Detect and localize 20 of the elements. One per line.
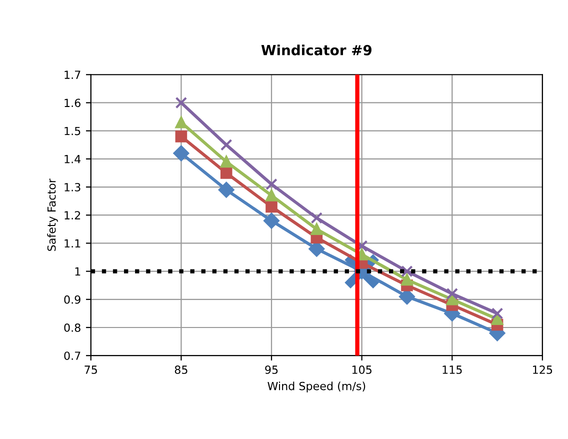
y-tick-label: 1.4 <box>64 155 81 164</box>
x-tick-label: 125 <box>533 366 552 374</box>
y-tick-label: 1.1 <box>64 239 80 248</box>
y-tick-label: 0.8 <box>64 323 80 332</box>
x-tick-label: 95 <box>265 366 278 374</box>
y-tick-label: 1.7 <box>64 70 80 79</box>
y-tick-label: 1.2 <box>64 211 80 220</box>
chart-title: Windicator #9 <box>261 44 372 56</box>
y-tick-label: 1.3 <box>64 182 80 192</box>
x-tick-label: 115 <box>442 366 462 374</box>
x-tick-label: 105 <box>352 366 372 374</box>
y-tick-label: 1 <box>75 267 80 276</box>
y-tick-label: 0.7 <box>64 352 80 360</box>
y-axis-title: Safety Factor <box>47 178 58 251</box>
x-axis-title: Wind Speed (m/s) <box>268 382 366 392</box>
y-tick-label: 0.9 <box>64 295 80 304</box>
x-tick-label: 75 <box>84 366 97 374</box>
y-tick-label: 1.5 <box>64 126 80 136</box>
y-tick-label: 1.6 <box>64 98 80 108</box>
x-tick-label: 85 <box>174 366 188 374</box>
